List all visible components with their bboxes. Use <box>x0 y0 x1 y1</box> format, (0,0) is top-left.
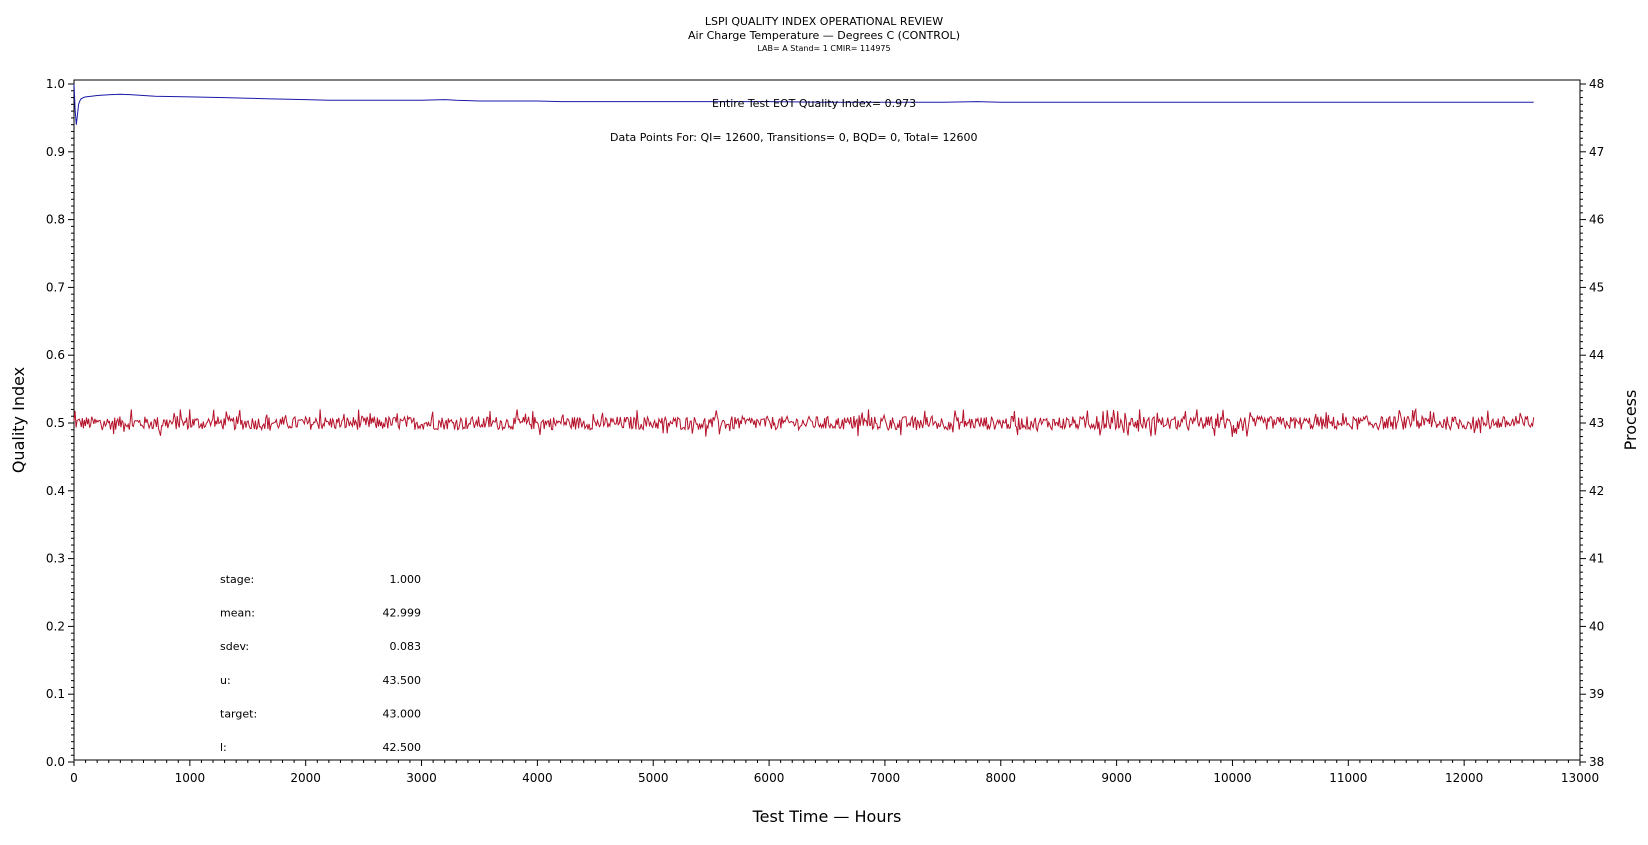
y2-tick-label: 38 <box>1589 755 1604 769</box>
y-tick-label: 0.0 <box>46 755 65 769</box>
x-tick-label: 7000 <box>870 771 901 785</box>
y2-tick-label: 40 <box>1589 619 1604 633</box>
y-tick-label: 0.7 <box>46 280 65 294</box>
y2-tick-label: 39 <box>1589 687 1604 701</box>
x-tick-label: 8000 <box>985 771 1016 785</box>
x-tick-label: 9000 <box>1101 771 1132 785</box>
stat-label: u: <box>220 674 231 687</box>
y2-tick-label: 46 <box>1589 213 1604 227</box>
x-tick-label: 4000 <box>522 771 553 785</box>
y-axis-left: 0.0 0.1 0.2 0.3 0.4 0.5 0.6 0.7 0.8 0.9 1.0 <box>46 77 74 769</box>
y2-axis-label: Process <box>1621 390 1640 451</box>
stat-value: 1.000 <box>390 573 422 586</box>
qi-annotation: Entire Test EOT Quality Index= 0.973 <box>712 97 916 110</box>
stat-label: l: <box>220 741 227 754</box>
stat-label: sdev: <box>220 640 249 653</box>
y-tick-label: 0.9 <box>46 145 65 159</box>
y-tick-label: 0.5 <box>46 416 65 430</box>
y2-tick-label: 48 <box>1589 77 1604 91</box>
stat-value: 0.083 <box>390 640 422 653</box>
stats-block: stage: 1.000 mean: 42.999 sdev: 0.083 u: 43.500… <box>220 573 421 754</box>
y2-tick-label: 41 <box>1589 552 1604 566</box>
x-tick-label: 1000 <box>175 771 206 785</box>
stat-value: 43.000 <box>383 707 422 720</box>
stat-label: stage: <box>220 573 254 586</box>
chart-title: LSPI QUALITY INDEX OPERATIONAL REVIEW <box>705 15 943 28</box>
x-tick-label: 11000 <box>1329 771 1367 785</box>
x-tick-label: 5000 <box>638 771 669 785</box>
y2-tick-label: 47 <box>1589 145 1604 159</box>
y-axis-label: Quality Index <box>9 367 28 473</box>
chart-subtitle: Air Charge Temperature — Degrees C (CONT… <box>688 29 960 42</box>
x-tick-label: 2000 <box>290 771 321 785</box>
y-tick-label: 0.8 <box>46 213 65 227</box>
y-axis-right: 38 39 40 41 42 43 44 45 46 47 48 <box>1580 77 1604 769</box>
stat-label: mean: <box>220 607 255 620</box>
y2-tick-label: 44 <box>1589 348 1604 362</box>
y-tick-label: 0.4 <box>46 484 65 498</box>
y-tick-label: 0.6 <box>46 348 65 362</box>
stat-value: 43.500 <box>383 674 422 687</box>
stat-label: target: <box>220 707 257 720</box>
x-tick-label: 3000 <box>406 771 437 785</box>
chart-sub2: LAB= A Stand= 1 CMIR= 114975 <box>757 44 890 53</box>
x-tick-label: 6000 <box>754 771 785 785</box>
y-tick-label: 0.2 <box>46 619 65 633</box>
x-tick-label: 12000 <box>1445 771 1483 785</box>
x-axis-label: Test Time — Hours <box>752 807 902 826</box>
data-points-annotation: Data Points For: QI= 12600, Transitions=… <box>610 131 978 144</box>
quality-index-series <box>73 83 1534 125</box>
x-axis: 0 1000 2000 3000 4000 5000 6000 7000 8000 9000 100… <box>70 760 1599 785</box>
process-line <box>73 407 1535 437</box>
stat-value: 42.500 <box>383 741 422 754</box>
y-tick-label: 1.0 <box>46 77 65 91</box>
x-tick-label: 0 <box>70 771 78 785</box>
y-tick-label: 0.3 <box>46 552 65 566</box>
y2-tick-label: 42 <box>1589 484 1604 498</box>
y-tick-label: 0.1 <box>46 687 65 701</box>
stat-value: 42.999 <box>383 607 422 620</box>
x-tick-label: 10000 <box>1213 771 1251 785</box>
x-tick-label: 13000 <box>1561 771 1599 785</box>
y2-tick-label: 45 <box>1589 280 1604 294</box>
process-series <box>73 407 1535 437</box>
y2-tick-label: 43 <box>1589 416 1604 430</box>
